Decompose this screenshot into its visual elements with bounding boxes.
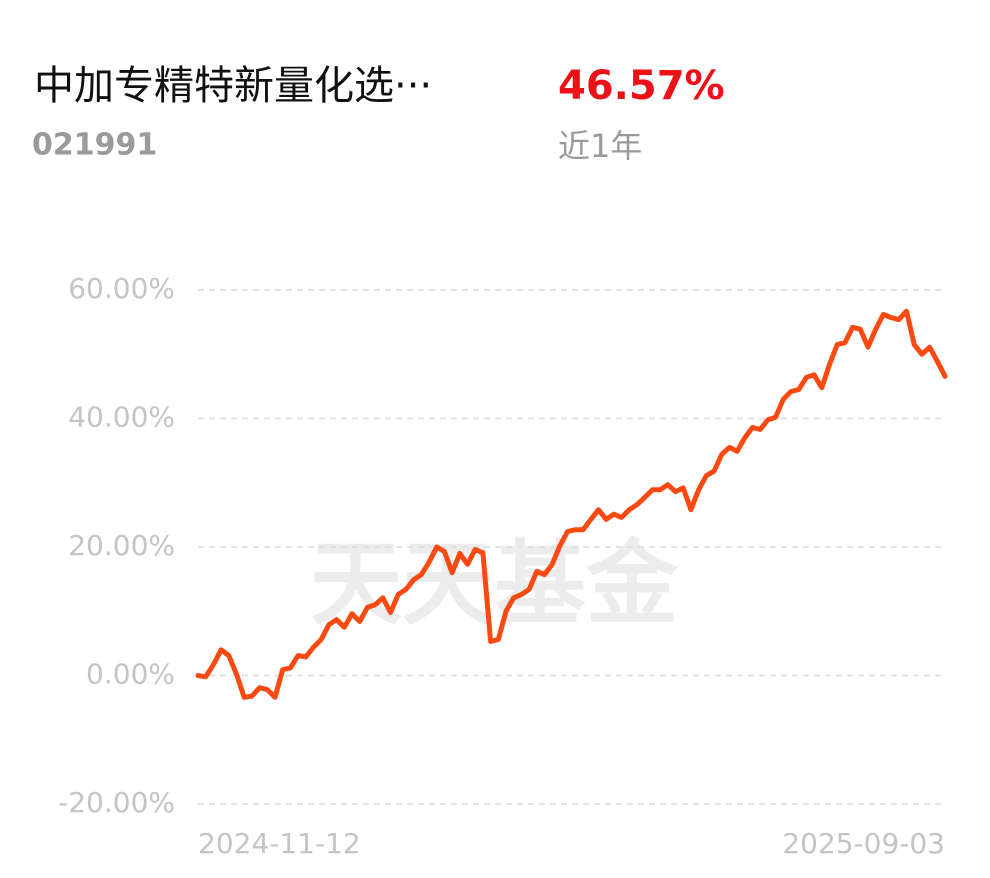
y-tick-label: 20.00% [68,529,175,562]
y-tick-label: -20.00% [58,786,175,819]
return-line [195,308,948,700]
fund-code: 021991 [32,128,157,163]
watermark: 天天基金 [310,530,679,637]
return-period: 近1年 [558,127,642,165]
y-tick-label: 0.00% [86,658,175,691]
y-tick-label: 40.00% [68,401,175,434]
x-tick-label: 2024-11-12 [198,827,361,860]
fund-return: 46.57% [558,63,725,109]
y-tick-label: 60.00% [68,272,175,305]
fund-title: 中加专精特新量化选··· [34,63,432,109]
x-tick-label: 2025-09-03 [782,827,945,860]
